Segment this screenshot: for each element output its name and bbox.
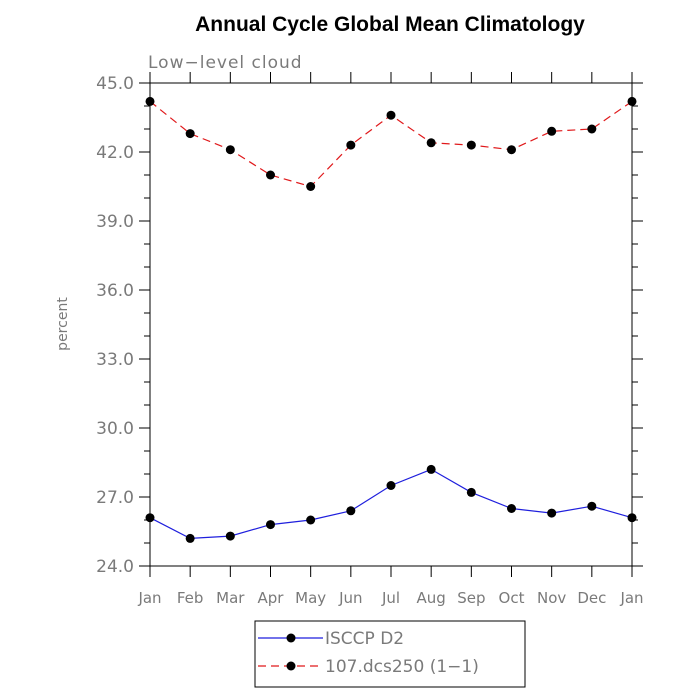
- data-point: [587, 501, 597, 511]
- data-point: [346, 506, 356, 516]
- ytick-label: 24.0: [96, 557, 134, 577]
- data-point: [547, 126, 557, 136]
- data-point: [386, 481, 396, 490]
- data-point: [145, 96, 155, 106]
- xtick-label: Dec: [577, 589, 606, 607]
- xtick-label: May: [295, 589, 326, 607]
- xtick-label: Aug: [417, 589, 446, 607]
- ytick-label: 33.0: [96, 350, 134, 370]
- axis-ticks: 24.0 27.0 30.0 33.0 36.0 39.0 42.0 45.0 Jan Feb Ma…: [96, 72, 644, 607]
- ytick-label: 27.0: [96, 488, 134, 508]
- data-point: [266, 170, 275, 180]
- y-axis-label: percent: [55, 297, 71, 351]
- xtick-label: Mar: [216, 589, 245, 607]
- legend: ISCCP D2 107.dcs250 (1−1): [258, 629, 479, 677]
- xtick-label: Feb: [177, 589, 204, 607]
- ytick-label: 42.0: [96, 143, 134, 163]
- data-point: [225, 145, 235, 155]
- xtick-label: Jan: [619, 589, 643, 607]
- data-point: [466, 140, 476, 150]
- data-point: [587, 124, 597, 134]
- legend-marker-0: [286, 633, 296, 643]
- data-point: [507, 504, 516, 513]
- data-point: [627, 96, 637, 106]
- legend-label-0: ISCCP D2: [325, 629, 404, 649]
- xtick-label: Jan: [137, 589, 161, 607]
- data-point: [225, 531, 235, 541]
- data-point: [466, 487, 476, 497]
- ytick-label: 30.0: [96, 419, 134, 439]
- legend-box: [254, 620, 526, 688]
- xtick-label: Nov: [537, 589, 566, 607]
- data-point: [346, 140, 356, 150]
- data-point: [547, 508, 557, 518]
- xtick-label: Oct: [499, 589, 525, 607]
- xtick-label: Jun: [338, 589, 362, 607]
- data-point: [627, 513, 637, 523]
- data-point: [306, 515, 316, 525]
- data-point: [386, 110, 396, 120]
- ytick-label: 39.0: [96, 212, 134, 232]
- plot-frame: [149, 82, 633, 567]
- data-point: [266, 520, 275, 530]
- data-point: [185, 129, 195, 139]
- xtick-label: Apr: [258, 589, 285, 607]
- data-point: [426, 138, 436, 148]
- legend-marker-1: [286, 661, 296, 671]
- series-group: [145, 96, 637, 543]
- ytick-label: 36.0: [96, 281, 134, 301]
- legend-label-1: 107.dcs250 (1−1): [325, 657, 479, 677]
- ytick-label: 45.0: [96, 74, 134, 94]
- xtick-label: Sep: [457, 589, 485, 607]
- data-point: [185, 533, 195, 543]
- data-point: [426, 464, 436, 474]
- chart-title: Annual Cycle Global Mean Climatology: [195, 13, 585, 36]
- series-line-0: [149, 468, 633, 540]
- xtick-label: Jul: [381, 589, 400, 607]
- chart-subtitle: Low−level cloud: [148, 53, 303, 73]
- data-point: [145, 513, 155, 523]
- data-point: [306, 182, 316, 191]
- data-point: [507, 145, 516, 155]
